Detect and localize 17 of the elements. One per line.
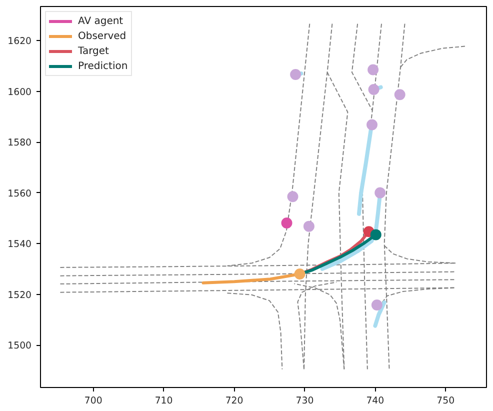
x-tick-label: 750 — [436, 396, 455, 406]
legend-label: Target — [78, 45, 109, 57]
legend-label: AV agent — [78, 15, 124, 27]
y-tick-label: 1560 — [8, 188, 32, 200]
y-tick-label: 1520 — [8, 290, 32, 301]
y-tick-label: 1580 — [8, 138, 32, 149]
legend-label: Observed — [78, 30, 126, 42]
x-tick-label: 710 — [154, 396, 173, 406]
x-tick-label: 720 — [225, 396, 244, 406]
y-tick-label: 1540 — [8, 239, 32, 250]
x-tick-label: 730 — [296, 396, 314, 406]
legend-label: Prediction — [78, 60, 128, 72]
y-tick-label: 1600 — [8, 86, 32, 98]
y-tick-label: 1500 — [8, 340, 32, 352]
x-tick-label: 740 — [366, 396, 384, 406]
x-tick-label: 700 — [84, 396, 102, 406]
y-tick-label: 1620 — [8, 36, 32, 48]
